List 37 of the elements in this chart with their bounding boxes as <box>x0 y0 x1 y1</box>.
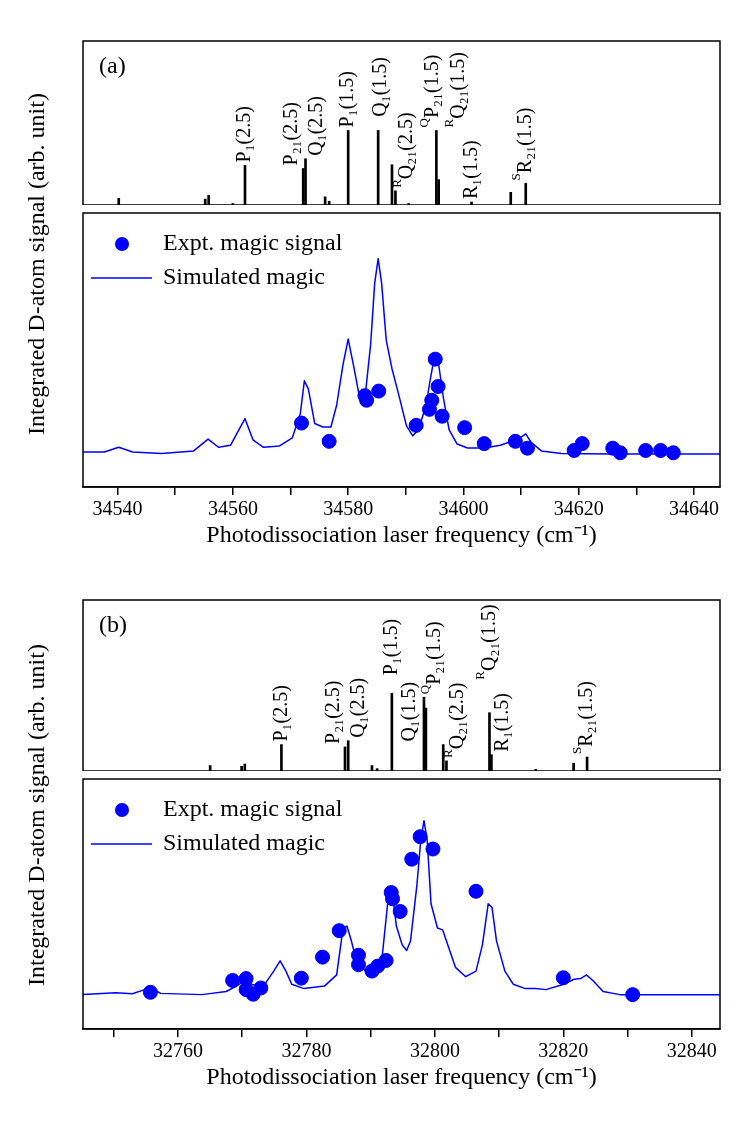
annotation: R₁(1.5) <box>458 140 482 200</box>
legend-label: Simulated magic <box>163 829 325 856</box>
text: (a) <box>99 52 126 79</box>
text: (b) <box>99 611 127 638</box>
annotation: RQ₂₁(2.5) <box>439 682 468 758</box>
annotation: Q₁(2.5) <box>303 96 327 156</box>
y-axis-title: Integrated D-atom signal (arb. unit) <box>22 643 50 986</box>
annotation: P₁(2.5) <box>232 106 256 163</box>
legend-label: Expt. magic signal <box>163 229 343 256</box>
annotation: P₁(1.5) <box>335 71 359 128</box>
y-axis-title: Integrated D-atom signal (arb. unit) <box>22 93 50 435</box>
annotation: R₁(1.5) <box>489 693 513 752</box>
x-tick-label: 32760 <box>153 1039 204 1062</box>
annotation: P₂₁(2.5) <box>279 102 303 166</box>
x-tick-label: 34600 <box>438 497 489 520</box>
annotation: RQ₂₁(1.5) <box>471 604 500 680</box>
annotation: P₂₁(2.5) <box>321 680 345 744</box>
x-tick-label: 34560 <box>207 497 258 520</box>
x-tick-label: 32820 <box>538 1039 589 1062</box>
legend-label: Expt. magic signal <box>163 795 343 822</box>
annotation: P₁(1.5) <box>379 618 403 676</box>
x-tick-label: 32840 <box>666 1039 717 1062</box>
annotation: SR₂₁(1.5) <box>569 681 598 755</box>
x-tick-label: 32800 <box>409 1039 460 1062</box>
annotation: QP₂₁(1.5) <box>415 54 444 128</box>
legend-label: Simulated magic <box>163 263 325 290</box>
annotation: P₁(2.5) <box>268 685 292 742</box>
annotation: SR₂₁(1.5) <box>508 107 536 181</box>
annotation: Q₁(1.5) <box>397 681 421 742</box>
x-tick-label: 34580 <box>323 497 374 520</box>
x-tick-label: 32780 <box>281 1039 332 1062</box>
x-tick-label: 34640 <box>669 497 720 520</box>
x-axis-title: Photodissociation laser frequency (cm⁻¹) <box>206 520 597 547</box>
x-tick-label: 34540 <box>92 497 143 520</box>
x-axis-title: Photodissociation laser frequency (cm⁻¹) <box>206 1062 597 1089</box>
annotation: Q₁(2.5) <box>346 677 370 738</box>
x-tick-label: 34620 <box>553 497 604 520</box>
